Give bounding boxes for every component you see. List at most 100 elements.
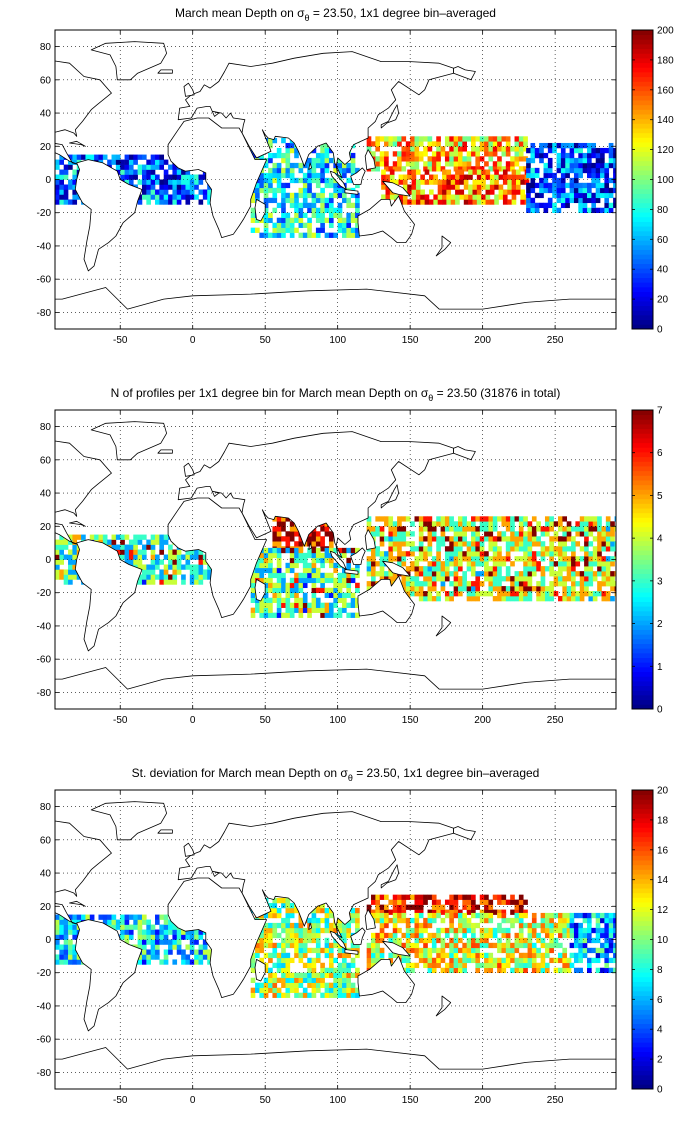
data-cell (418, 912, 424, 919)
data-cell (268, 562, 273, 569)
data-cell (302, 992, 308, 998)
data-cell (202, 194, 208, 200)
data-cell (346, 927, 352, 934)
data-cell (146, 564, 151, 570)
data-cell (471, 561, 476, 567)
data-cell (605, 516, 611, 522)
data-cell (453, 576, 459, 582)
colorbar-segment (632, 657, 653, 663)
data-cell (392, 526, 398, 532)
data-cell (324, 182, 330, 189)
data-cell (453, 967, 459, 974)
x-tick-label: 100 (329, 1095, 346, 1106)
data-cell (584, 516, 589, 522)
data-cell (63, 184, 69, 190)
data-cell (294, 552, 299, 559)
data-cell (388, 556, 394, 562)
data-cell (518, 521, 524, 527)
data-cell (342, 597, 347, 603)
data-cell (146, 544, 151, 550)
data-cell (398, 174, 404, 180)
data-cell (562, 922, 568, 929)
data-cell (444, 161, 450, 167)
data-cell (102, 539, 108, 545)
mean-depth-map: -50 0 50 100 150 200 250806040200-20-40-60-802… (37, 26, 675, 347)
data-cell (72, 954, 78, 960)
data-cell (457, 962, 463, 969)
data-cell (311, 192, 317, 199)
data-cell (514, 581, 520, 587)
data-cell (600, 182, 605, 189)
data-cell (63, 929, 69, 935)
data-cell (337, 577, 343, 584)
colorbar-segment (632, 48, 653, 54)
colorbar-segment (632, 559, 653, 565)
colorbar-tick-label: 2 (657, 619, 663, 630)
data-cell (488, 526, 494, 532)
data-cell (449, 526, 454, 532)
data-cell (276, 587, 282, 594)
data-cell (442, 194, 447, 200)
data-cell (159, 574, 165, 580)
colorbar-segment (632, 671, 653, 677)
colorbar-segment (632, 258, 653, 264)
data-cell (582, 942, 588, 949)
data-cell (294, 526, 299, 532)
data-cell (587, 207, 592, 214)
data-cell (285, 962, 291, 969)
data-cell (475, 561, 481, 567)
data-cell (337, 157, 343, 164)
data-cell (397, 952, 402, 959)
data-cell (510, 536, 515, 542)
data-cell (337, 972, 343, 978)
data-cell (375, 952, 381, 959)
data-cell (263, 222, 269, 228)
data-cell (337, 227, 343, 233)
data-cell (457, 591, 463, 597)
data-cell (298, 927, 304, 934)
x-tick-label: 150 (402, 715, 419, 726)
data-cell (484, 151, 489, 157)
data-cell (333, 972, 338, 978)
data-cell (172, 944, 178, 950)
data-cell (289, 937, 295, 944)
data-cell (592, 516, 598, 522)
data-cell (289, 192, 295, 199)
data-cell (514, 576, 520, 582)
data-cell (423, 899, 428, 905)
data-cell (405, 151, 411, 157)
data-cell (315, 952, 321, 959)
data-cell (401, 556, 407, 562)
data-cell (371, 561, 376, 567)
coastline-newGuinea (382, 180, 411, 197)
data-cell (307, 927, 312, 934)
data-cell (601, 561, 607, 567)
data-cell (259, 187, 265, 194)
data-cell (492, 536, 498, 542)
data-cell (379, 566, 385, 572)
data-cell (272, 977, 278, 983)
coastline-sriLanka (308, 922, 313, 930)
data-cell (569, 192, 575, 199)
data-cell (440, 967, 446, 974)
data-cell (272, 516, 278, 522)
data-cell (608, 157, 614, 164)
data-cell (285, 182, 291, 189)
data-cell (320, 526, 325, 532)
data-cell (582, 197, 588, 204)
data-cell (276, 572, 282, 579)
data-cell (530, 197, 536, 204)
data-cell (560, 177, 566, 184)
data-cell (72, 959, 78, 965)
data-cell (579, 586, 585, 592)
data-cell (259, 177, 265, 184)
data-cell (592, 576, 598, 582)
data-cell (268, 217, 273, 223)
data-cell (302, 162, 308, 169)
data-cell (423, 952, 428, 959)
data-cell (518, 942, 524, 949)
data-cell (410, 932, 415, 939)
data-cell (531, 566, 537, 572)
data-cell (405, 156, 411, 162)
data-cell (566, 586, 572, 592)
